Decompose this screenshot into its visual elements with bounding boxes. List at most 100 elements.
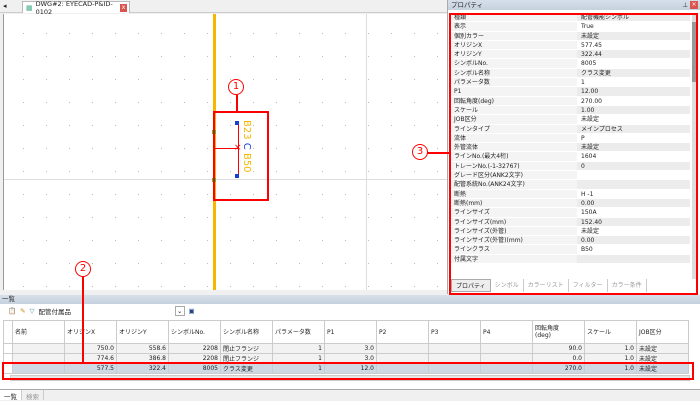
property-value[interactable]: 1 [577,78,690,87]
column-header[interactable]: スケール [584,320,637,344]
guide-line [366,14,367,290]
property-row[interactable]: オリジンY 322.44 [451,50,690,60]
property-row[interactable]: シンボルNo. 8005 [451,59,690,69]
property-row[interactable]: パラメータ数 1 [451,78,690,88]
property-row[interactable]: 外管流体 未設定 [451,143,690,153]
property-value[interactable] [577,254,690,264]
property-key: スケール [451,105,577,115]
bottom-tab[interactable]: 検索 [22,390,44,401]
column-header[interactable]: シンボル名称 [220,320,273,344]
properties-title: プロパティ [451,1,484,9]
property-row[interactable]: シンボル名称 クラス変更 [451,68,690,79]
properties-tab[interactable]: プロパティ [451,279,491,292]
property-row[interactable]: 断熱(mm) 0.00 [451,198,690,209]
column-header[interactable]: 回転角度 (deg) [532,320,585,344]
table-row[interactable]: 750.0 558.6 2208 閉止フランジ 1 3.0 90.0 1.0 未設定 [3,343,689,354]
property-value[interactable]: 0.00 [577,236,690,245]
property-row[interactable]: 断熱 H -1 [451,189,690,199]
close-icon[interactable]: × [690,1,698,9]
property-value[interactable]: 未設定 [577,226,690,236]
pin-icon[interactable]: ⊥ [682,1,688,9]
annotation-marker-2: 2 [75,261,91,277]
column-header[interactable]: P1 [324,320,377,344]
property-row[interactable]: 配管系統No.(ANK24文字) [451,180,690,190]
column-header[interactable]: 名前 [12,320,65,344]
property-value[interactable]: 152.40 [577,217,690,226]
property-row[interactable]: ラインNo.(最大4桁) 1604 [451,152,690,162]
property-row[interactable]: グレード区分(ANK2文字) [451,171,690,181]
property-row[interactable]: ラインサイズ(外管)(mm) 0.00 [451,236,690,246]
scrollbar[interactable] [692,14,697,279]
filter-icon[interactable]: ▽ [29,307,35,315]
bottom-tab[interactable]: 一覧 [0,390,22,401]
property-value[interactable]: 1604 [577,152,690,161]
property-value[interactable]: 未設定 [577,115,690,124]
property-row[interactable]: トレーンNo.(-1-32767) 0 [451,161,690,172]
drawing-canvas[interactable]: × B23 C B50 [3,14,448,290]
add-icon[interactable]: ✎ [20,307,26,315]
table-row[interactable]: 774.6 386.8 2208 閉止フランジ 1 3.0 0.0 1.0 未設定 [3,353,689,364]
column-header[interactable]: オリジンX [64,320,117,344]
property-value[interactable]: 未設定 [577,31,690,40]
property-key: ラインクラス [451,245,577,254]
column-header[interactable]: シンボルNo. [168,320,221,344]
property-value[interactable] [577,180,690,189]
property-value[interactable]: H -1 [577,189,690,198]
column-header[interactable]: P3 [428,320,481,344]
property-row[interactable]: JOB区分 未設定 [451,115,690,125]
property-row[interactable]: ラインタイプ メインプロセス [451,124,690,134]
property-row[interactable]: ラインサイズ 150A [451,208,690,218]
property-row[interactable]: 種類 配管機能シンボル [451,13,690,23]
properties-tab[interactable]: カラーリスト [524,279,569,292]
property-value[interactable]: 0.00 [577,198,690,208]
property-key: ラインサイズ(外管)(mm) [451,236,577,245]
column-header[interactable]: パラメータ数 [272,320,325,344]
property-value[interactable]: 270.00 [577,96,690,105]
properties-tab[interactable]: フィルター [569,279,608,292]
property-key: 配管系統No.(ANK24文字) [451,180,577,189]
property-value[interactable]: 577.45 [577,40,690,50]
property-value[interactable]: 8005 [577,59,690,68]
properties-tab[interactable]: カラー条件 [608,279,647,292]
property-row[interactable]: オリジンX 577.45 [451,40,690,51]
property-key: オリジンY [451,50,577,59]
property-value[interactable]: B50 [577,245,690,254]
property-row[interactable]: 表示 True [451,22,690,32]
close-icon[interactable]: x [120,3,127,12]
property-value[interactable]: 1.00 [577,105,690,115]
property-value[interactable]: 0 [577,161,690,171]
column-header[interactable]: JOB区分 [636,320,689,344]
property-row[interactable]: 付属文字 [451,254,690,265]
property-row[interactable]: P1 12.00 [451,87,690,97]
document-tab[interactable]: ▦ DWG#2: EYECAD-P&ID-0102 x [22,0,130,16]
column-header[interactable]: P2 [376,320,429,344]
property-value[interactable]: True [577,22,690,31]
export-icon[interactable]: ▣ [188,307,195,315]
property-row[interactable]: 流体 P [451,133,690,144]
table-cell [428,343,481,354]
property-value[interactable]: 配管機能シンボル [577,13,690,22]
property-row[interactable]: ラインサイズ(mm) 152.40 [451,217,690,227]
table-row[interactable]: 577.5 322.4 8005 クラス変更 1 12.0 270.0 1.0 未設定 [3,363,689,374]
property-value[interactable]: 12.00 [577,87,690,96]
property-value[interactable]: 322.44 [577,50,690,59]
property-value[interactable]: メインプロセス [577,124,690,133]
column-header[interactable]: P4 [480,320,533,344]
property-row[interactable]: ラインクラス B50 [451,245,690,255]
property-row[interactable]: ラインサイズ(外管) 未設定 [451,226,690,237]
property-value[interactable]: P [577,133,690,143]
property-value[interactable] [577,171,690,180]
list-toolbar: 📋 ✎ ▽ 配管付属品 ⌄ ▣ [0,304,700,318]
property-row[interactable]: 回転角度(deg) 270.00 [451,96,690,106]
property-row[interactable]: 個別カラー 未設定 [451,31,690,41]
chevron-down-icon[interactable]: ⌄ [175,306,185,316]
property-value[interactable]: 未設定 [577,143,690,152]
scroll-left-icon[interactable]: ◂ [3,2,7,10]
property-row[interactable]: スケール 1.00 [451,105,690,116]
document-tab-bar: ◂ ▦ DWG#2: EYECAD-P&ID-0102 x [0,0,447,16]
column-header[interactable]: オリジンY [116,320,169,344]
clipboard-icon[interactable]: 📋 [8,307,17,315]
properties-tab[interactable]: シンボル [491,279,524,292]
property-value[interactable]: クラス変更 [577,68,690,78]
property-value[interactable]: 150A [577,208,690,217]
